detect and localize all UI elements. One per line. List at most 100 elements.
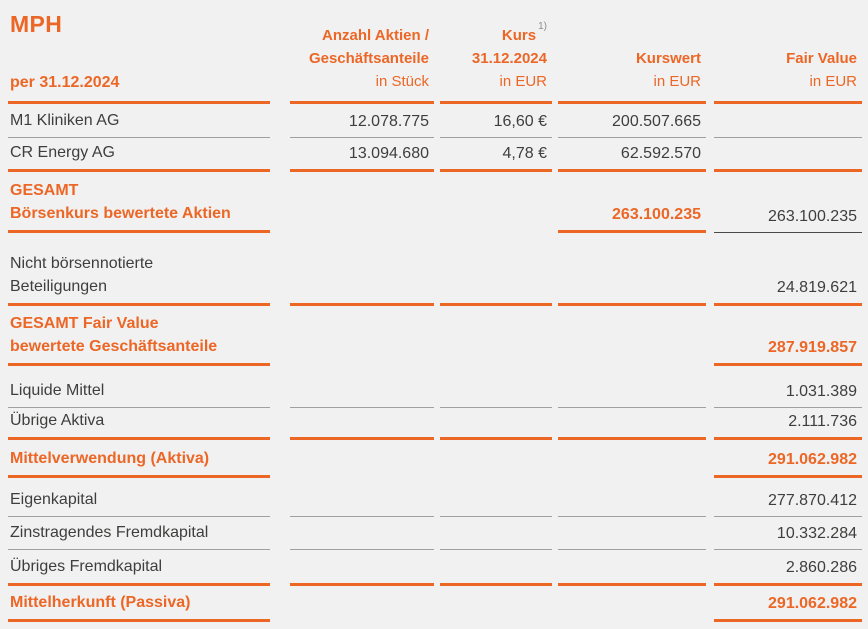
cell-fair-value: 263.100.235 (714, 172, 862, 233)
row-label: Liquide Mittel (8, 366, 270, 408)
cell-fair-value: 287.919.857 (714, 306, 862, 366)
column-unit: in EUR (809, 73, 857, 90)
cell-kurswert (558, 517, 706, 550)
column-header-kurswert: Kurswert in EUR (558, 0, 706, 104)
row-label-line: Nicht börsennotierte (10, 255, 154, 272)
row-label-line: Liquide Mittel (10, 382, 105, 399)
cell-kurs (440, 550, 552, 586)
row-label-line: Mittelherkunft (Passiva) (10, 594, 191, 611)
column-header-anzahl: Anzahl Aktien / Geschäftsanteile in Stüc… (290, 0, 434, 104)
row-label: Nicht börsennotierte Beteiligungen (8, 233, 270, 306)
table-header-label-block: MPH per 31.12.2024 (8, 0, 270, 104)
cell-kurs (440, 517, 552, 550)
row-label: GESAMT Fair Value bewertete Geschäftsante… (8, 306, 270, 366)
cell-kurs: 16,60 € (440, 104, 552, 138)
cell-kurswert (558, 478, 706, 517)
cell-value: 2.860.286 (785, 559, 857, 576)
cell-value: 16,60 € (493, 113, 547, 130)
cell-fair-value: 2.860.286 (714, 550, 862, 586)
report-date: per 31.12.2024 (10, 74, 120, 91)
column-header-line: Kurs1) (501, 21, 547, 44)
cell-value: 4,78 € (502, 145, 547, 162)
cell-value: 1.031.389 (785, 383, 857, 400)
column-header-line: Fair Value (786, 50, 857, 67)
cell-value: 24.819.621 (776, 279, 857, 296)
cell-kurswert (558, 586, 706, 622)
cell-anzahl (290, 586, 434, 622)
row-label: Übrige Aktiva (8, 408, 270, 440)
cell-fair-value (714, 138, 862, 172)
row-label-line: Zinstragendes Fremdkapital (10, 524, 209, 541)
cell-value: 2.111.736 (788, 413, 857, 430)
cell-value: 62.592.570 (620, 145, 701, 162)
cell-kurswert (558, 366, 706, 408)
cell-anzahl: 12.078.775 (290, 104, 434, 138)
cell-kurs (440, 306, 552, 366)
cell-value: 291.062.982 (768, 595, 857, 612)
row-label: CR Energy AG (8, 138, 270, 172)
cell-fair-value: 24.819.621 (714, 233, 862, 306)
cell-anzahl: 13.094.680 (290, 138, 434, 172)
cell-fair-value: 10.332.284 (714, 517, 862, 550)
cell-fair-value: 291.062.982 (714, 586, 862, 622)
row-label: Zinstragendes Fremdkapital (8, 517, 270, 550)
cell-kurswert (558, 306, 706, 366)
cell-kurs (440, 366, 552, 408)
row-label: M1 Kliniken AG (8, 104, 270, 138)
fair-value-table: MPH per 31.12.2024 Anzahl Aktien / Gesch… (8, 0, 862, 622)
row-label-line: Übrige Aktiva (10, 412, 105, 429)
footnote-marker: 1) (538, 21, 547, 32)
cell-anzahl (290, 440, 434, 478)
row-label-line: Beteiligungen (10, 278, 107, 295)
cell-kurswert (558, 408, 706, 440)
cell-kurswert (558, 550, 706, 586)
cell-kurswert (558, 440, 706, 478)
cell-value: 10.332.284 (776, 525, 857, 542)
column-unit: in EUR (499, 73, 547, 90)
cell-kurs (440, 586, 552, 622)
cell-value: 287.919.857 (768, 339, 857, 356)
cell-fair-value: 1.031.389 (714, 366, 862, 408)
cell-kurswert (558, 233, 706, 306)
row-label-line: Börsenkurs bewertete Aktien (10, 205, 231, 222)
row-label-line: Übriges Fremdkapital (10, 558, 163, 575)
cell-anzahl (290, 517, 434, 550)
column-header-kurs: Kurs1) 31.12.2024 in EUR (440, 0, 552, 104)
row-label-line: bewertete Geschäftsanteile (10, 338, 218, 355)
cell-anzahl (290, 478, 434, 517)
cell-value: 12.078.775 (348, 113, 429, 130)
cell-anzahl (290, 366, 434, 408)
cell-kurs (440, 233, 552, 306)
row-label: Mittelverwendung (Aktiva) (8, 440, 270, 478)
row-label-line: Mittelverwendung (Aktiva) (10, 450, 210, 467)
cell-kurswert: 200.507.665 (558, 104, 706, 138)
row-label-line: GESAMT (10, 182, 79, 199)
cell-fair-value: 291.062.982 (714, 440, 862, 478)
cell-value: 263.100.235 (612, 206, 701, 223)
cell-anzahl (290, 408, 434, 440)
cell-kurswert: 263.100.235 (558, 172, 706, 233)
row-label-line: M1 Kliniken AG (10, 112, 120, 129)
column-unit: in EUR (653, 73, 701, 90)
cell-value: 263.100.235 (768, 208, 857, 225)
cell-value: 200.507.665 (612, 113, 701, 130)
cell-value: 277.870.412 (768, 492, 857, 509)
row-label-line: GESAMT Fair Value (10, 315, 159, 332)
column-header-line: Geschäftsanteile (308, 50, 429, 67)
cell-anzahl (290, 172, 434, 233)
cell-fair-value: 277.870.412 (714, 478, 862, 517)
row-label: Mittelherkunft (Passiva) (8, 586, 270, 622)
cell-kurs (440, 408, 552, 440)
cell-kurswert: 62.592.570 (558, 138, 706, 172)
cell-fair-value (714, 104, 862, 138)
cell-value: 291.062.982 (768, 451, 857, 468)
cell-kurs: 4,78 € (440, 138, 552, 172)
column-header-line: Anzahl Aktien / (322, 27, 429, 44)
row-label-line: Eigenkapital (10, 491, 98, 508)
row-label-line: CR Energy AG (10, 144, 115, 161)
report-title: MPH (10, 11, 63, 37)
cell-fair-value: 2.111.736 (714, 408, 862, 440)
cell-kurs (440, 172, 552, 233)
column-unit: in Stück (375, 73, 429, 90)
